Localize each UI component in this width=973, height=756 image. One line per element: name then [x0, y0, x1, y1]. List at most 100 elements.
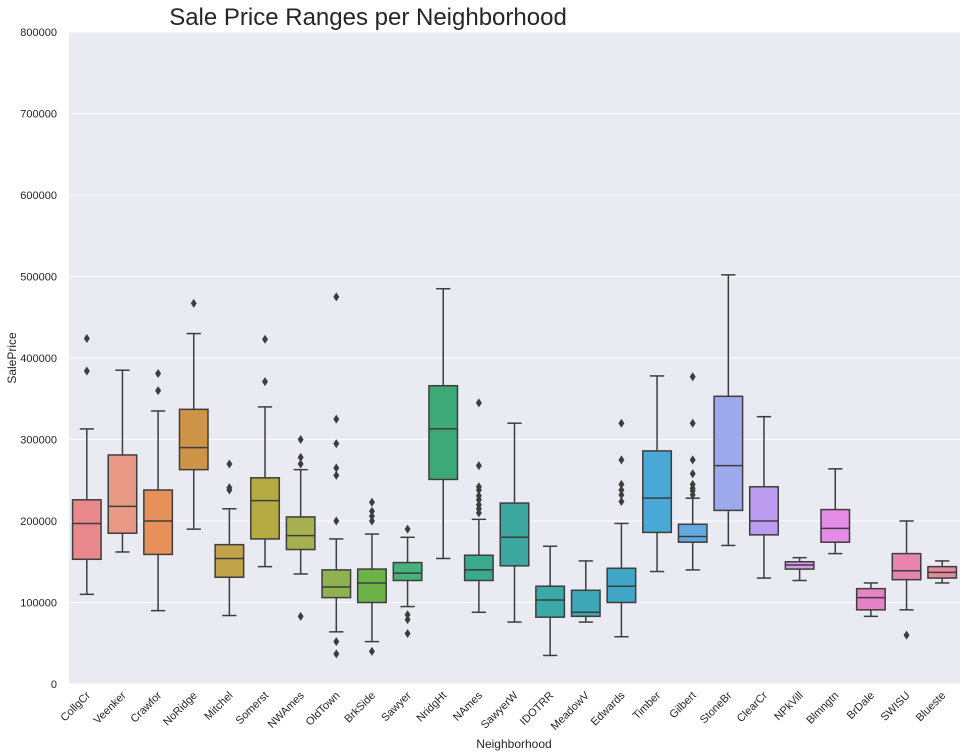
box-oldtown [321, 292, 352, 659]
outlier-point [689, 469, 696, 479]
y-tick-label: 100000 [20, 598, 57, 610]
outlier-point [475, 491, 482, 501]
x-tick-label: ClearCr [735, 689, 771, 725]
outlier-point [333, 470, 340, 480]
y-tick-label: 200000 [20, 516, 57, 528]
x-tick-label: Mitchel [202, 690, 235, 723]
outlier-point [689, 455, 696, 465]
y-axis-title: SalePrice [5, 332, 19, 384]
outlier-point [190, 298, 197, 308]
outlier-point [903, 630, 910, 640]
box-sawyerw [499, 422, 530, 623]
iqr-box [250, 477, 281, 540]
x-tick-label: Veenker [92, 689, 129, 726]
x-tick-label: NoRidge [161, 690, 200, 729]
outlier-point [333, 516, 340, 526]
iqr-box [178, 408, 209, 471]
outlier-point [368, 511, 375, 521]
iqr-box [356, 568, 387, 604]
box-gilbert [677, 372, 708, 571]
box-brkside [356, 497, 387, 656]
outlier-point [475, 461, 482, 471]
x-tick-label: Edwards [589, 689, 628, 728]
outlier-point [404, 524, 411, 534]
outlier-point [333, 463, 340, 473]
outlier-point [689, 418, 696, 428]
box-series [71, 274, 958, 659]
outlier-point [262, 334, 269, 344]
y-tick-label: 0 [51, 679, 57, 691]
box-clearcr [748, 415, 779, 579]
outlier-point [618, 418, 625, 428]
outlier-point [297, 435, 304, 444]
iqr-box [677, 523, 708, 543]
box-meadowv [570, 560, 601, 623]
y-tick-label: 800000 [20, 27, 57, 39]
outlier-point [618, 490, 625, 500]
outlier-point [333, 439, 340, 449]
box-sawyer [392, 524, 423, 638]
outlier-point [226, 483, 233, 493]
box-crawfor [143, 368, 174, 612]
outlier-point [368, 497, 375, 507]
box-nridght [428, 287, 459, 560]
box-veenker [107, 369, 138, 553]
outlier-point [262, 377, 269, 387]
outlier-point [368, 506, 375, 516]
y-tick-label: 500000 [20, 272, 57, 284]
box-edwards [606, 418, 637, 638]
iqr-box [606, 567, 637, 604]
box-mitchel [214, 459, 245, 617]
iqr-box [143, 489, 174, 556]
y-tick-label: 400000 [20, 353, 57, 365]
x-tick-label: Crawfor [129, 689, 165, 725]
x-tick-label: Gilbert [667, 690, 698, 721]
iqr-box [499, 502, 530, 567]
x-tick-label: SawyerW [479, 689, 521, 731]
outlier-point [618, 479, 625, 489]
outlier-point [618, 455, 625, 465]
x-tick-label: OldTown [304, 690, 343, 729]
outlier-point [155, 386, 162, 396]
box-nwames [285, 435, 316, 621]
iqr-box [713, 395, 744, 512]
x-tick-label: Timber [631, 689, 664, 722]
outlier-point [83, 366, 90, 376]
iqr-box [855, 587, 886, 611]
iqr-box [285, 516, 316, 551]
x-tick-label: NAmes [451, 689, 485, 723]
iqr-box [535, 585, 566, 618]
x-tick-label: StoneBr [698, 689, 735, 726]
iqr-box [321, 569, 352, 599]
outlier-point [404, 615, 411, 625]
outlier-point [404, 628, 411, 638]
outlier-point [333, 414, 340, 424]
iqr-box [428, 384, 459, 481]
x-tick-label: NWAmes [266, 689, 307, 730]
y-tick-label: 600000 [20, 190, 57, 202]
outlier-point [297, 452, 304, 462]
outlier-point [475, 500, 482, 510]
box-timber [642, 375, 673, 573]
x-tick-label: Blmngtn [804, 690, 841, 727]
box-names [463, 398, 494, 614]
x-tick-label: Sawyer [379, 689, 414, 724]
box-noridge [178, 298, 209, 530]
outlier-point [226, 459, 233, 469]
iqr-box [214, 543, 245, 578]
outlier-point [297, 611, 304, 621]
iqr-box [748, 486, 779, 536]
iqr-box [891, 552, 922, 581]
outlier-point [475, 398, 482, 408]
chart-title: Sale Price Ranges per Neighborhood [169, 4, 567, 31]
outlier-point [475, 482, 482, 492]
iqr-box [107, 454, 138, 534]
outlier-point [618, 485, 625, 495]
iqr-box [71, 499, 102, 561]
x-tick-label: Blueste [914, 690, 948, 724]
iqr-box [642, 450, 673, 534]
box-swisu [891, 520, 922, 640]
outlier-point [618, 496, 625, 506]
